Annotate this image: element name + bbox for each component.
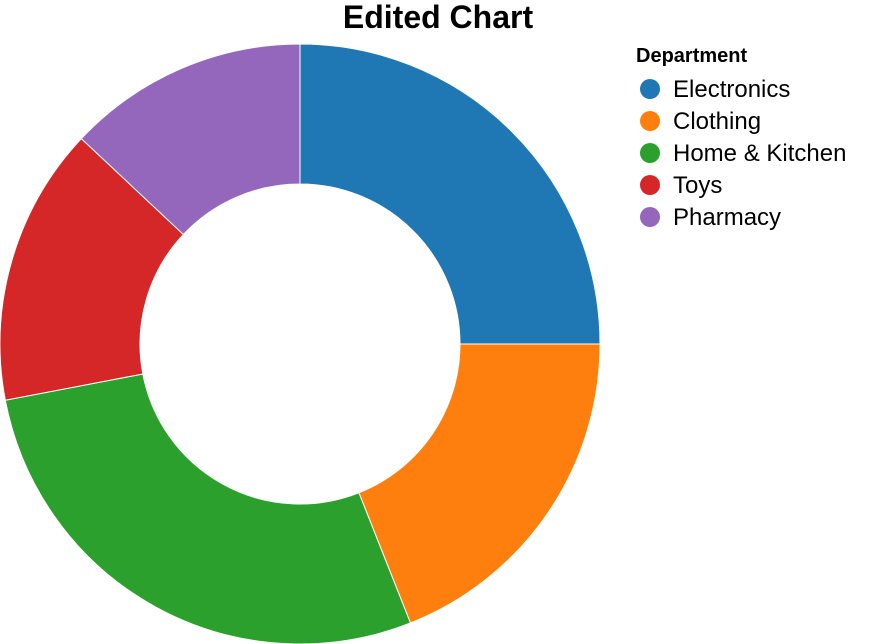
chart-title: Edited Chart	[343, 0, 534, 35]
legend-label-clothing: Clothing	[673, 108, 761, 135]
legend-label-electronics: Electronics	[673, 76, 790, 103]
legend-label-toys: Toys	[673, 172, 722, 199]
legend: Department Electronics Clothing Home & Kit…	[636, 45, 846, 231]
legend-title: Department	[636, 45, 747, 67]
slice-pharmacy	[80, 43, 301, 236]
slice-home-kitchen	[4, 373, 412, 644]
legend-item-home-kitchen: Home & Kitchen	[640, 140, 846, 167]
legend-swatch-home-kitchen	[640, 143, 660, 163]
legend-swatch-electronics	[640, 79, 660, 99]
legend-swatch-toys	[640, 175, 660, 195]
legend-swatch-clothing	[640, 111, 660, 131]
legend-label-pharmacy: Pharmacy	[673, 204, 781, 231]
legend-item-toys: Toys	[640, 172, 722, 199]
slice-electronics	[299, 43, 601, 345]
legend-swatch-pharmacy	[640, 207, 660, 227]
legend-item-pharmacy: Pharmacy	[640, 204, 781, 231]
legend-items: Electronics Clothing Home & Kitchen Toys Pha…	[640, 76, 846, 231]
slice-clothing	[358, 343, 601, 624]
slice-toys	[0, 137, 185, 401]
legend-item-electronics: Electronics	[640, 76, 790, 103]
legend-label-home-kitchen: Home & Kitchen	[673, 140, 846, 167]
donut-slices	[0, 43, 601, 644]
legend-item-clothing: Clothing	[640, 108, 761, 135]
